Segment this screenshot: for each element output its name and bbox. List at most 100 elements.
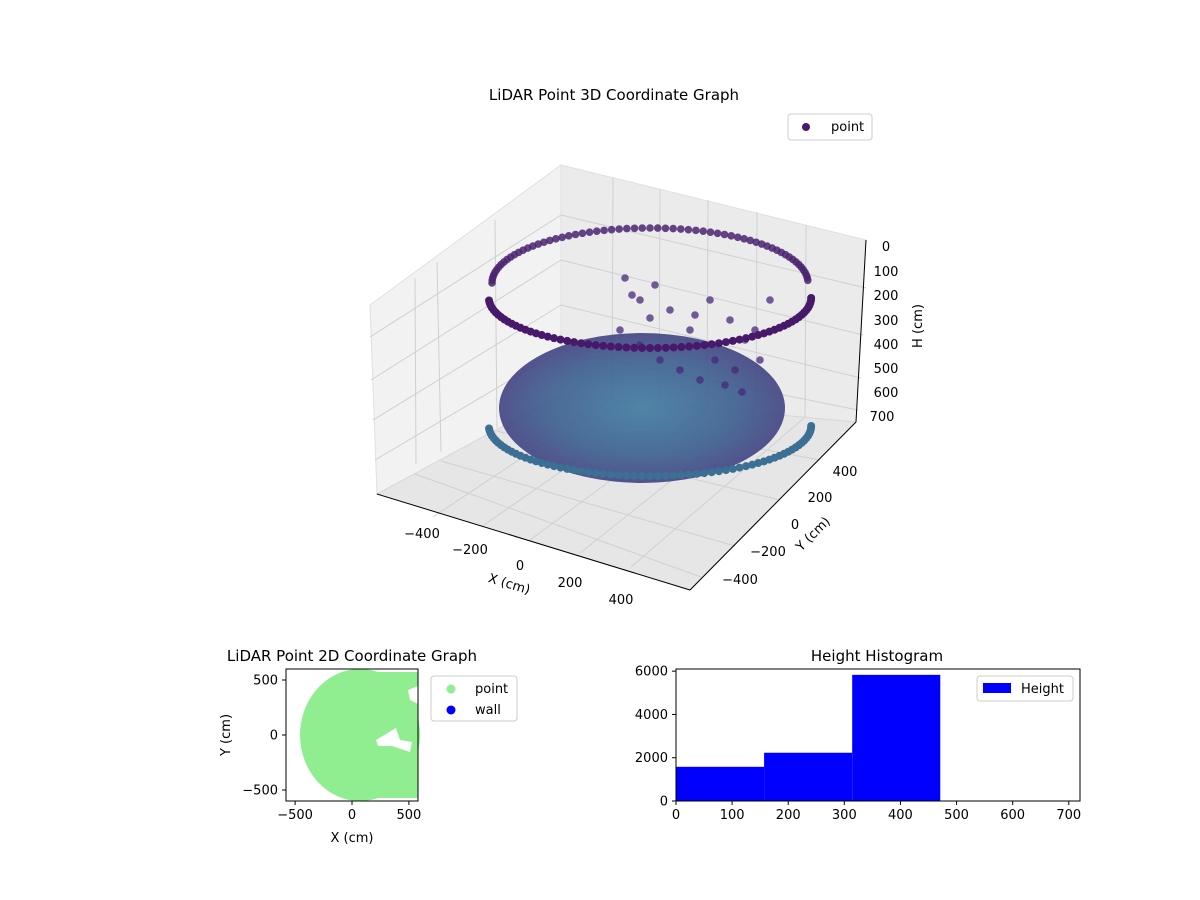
y-tick-label-hist: 0	[660, 795, 668, 810]
z-tick-label: 700	[870, 410, 895, 425]
point-cloud	[485, 224, 816, 483]
wall-point	[714, 467, 723, 476]
wall-point	[584, 340, 593, 349]
wall-point	[692, 226, 700, 235]
wall-point	[607, 225, 616, 234]
wall-point	[742, 334, 751, 343]
legend-2d: point wall	[430, 675, 518, 722]
wall-point	[707, 340, 716, 349]
wall-point	[592, 227, 601, 236]
wall-point	[571, 230, 580, 239]
wall-point	[661, 224, 670, 233]
chart-2d-title: LiDAR Point 2D Coordinate Graph	[227, 647, 477, 665]
wall-point	[563, 336, 572, 345]
wall-point	[748, 332, 757, 341]
y-tick-label: 200	[808, 491, 833, 506]
wall-point	[630, 224, 639, 233]
wall-point	[630, 471, 639, 480]
z-tick-labels-3d: 0 100 200 300 400 500 600 700	[870, 240, 899, 425]
wall-point	[485, 424, 494, 433]
interior-point	[616, 326, 624, 334]
z-tick-label: 100	[874, 265, 899, 280]
wall-point	[661, 471, 670, 480]
wall-point	[706, 228, 715, 236]
z-tick-label: 200	[874, 289, 899, 304]
ticks-2d: −500 0 500 −500 0 500	[242, 674, 421, 824]
x-tick-label-2d: 500	[396, 808, 421, 823]
wall-point	[804, 276, 812, 285]
scatter-cloud-2d	[300, 669, 420, 801]
room-gap	[408, 686, 418, 704]
y-tick-label: −200	[750, 545, 786, 560]
legend-marker-wall	[446, 705, 456, 715]
x-tick-label-hist: 200	[776, 808, 801, 823]
x-axis-label-2d: X (cm)	[331, 831, 374, 846]
interior-point	[691, 311, 699, 319]
histogram-bar	[852, 674, 941, 801]
x-tick-label-hist: 400	[888, 808, 913, 823]
interior-point	[636, 296, 644, 304]
legend-label-wall: wall	[475, 703, 501, 718]
x-tick-label-hist: 600	[1000, 808, 1025, 823]
histogram-title: Height Histogram	[811, 647, 943, 665]
wall-point	[727, 232, 736, 240]
interior-point	[686, 326, 694, 334]
wall-point	[728, 464, 737, 473]
wall-point	[684, 225, 693, 234]
wall-point	[600, 226, 608, 235]
wall-point	[549, 462, 558, 471]
wall-point	[622, 471, 631, 480]
x-tick-label: −200	[452, 543, 488, 558]
wall-point	[556, 463, 565, 472]
wall-point	[646, 224, 654, 232]
y-tick-label-2d: 500	[253, 674, 278, 689]
wall-point	[615, 225, 623, 233]
y-tick-label: −400	[722, 573, 758, 588]
wall-point	[685, 470, 694, 479]
chart-2d: LiDAR Point 2D Coordinate Graph −500 0 500…	[219, 647, 518, 846]
x-tick-label: 0	[516, 559, 524, 574]
wall-point	[614, 471, 623, 480]
interior-point	[621, 274, 629, 282]
z-tick-label: 0	[882, 240, 890, 255]
z-tick-label: 400	[874, 338, 899, 353]
wall-point	[740, 235, 748, 243]
y-tick-label-hist: 2000	[635, 751, 668, 766]
wall-point	[692, 341, 701, 350]
wall-point	[556, 335, 565, 344]
wall-point	[653, 224, 662, 232]
wall-point	[584, 468, 593, 477]
x-tick-label: −400	[404, 527, 440, 542]
wall-point	[622, 343, 631, 352]
wall-point	[699, 227, 708, 236]
wall-point	[685, 342, 694, 351]
wall-point	[728, 336, 737, 345]
x-tick-labels-3d: −400 −200 0 200 400	[404, 527, 633, 608]
axes-3d	[376, 239, 867, 591]
legend-marker-point	[446, 684, 456, 694]
x-tick-label-2d: 0	[348, 808, 356, 823]
y-tick-label: 400	[833, 465, 858, 480]
wall-point	[549, 334, 558, 343]
wall-point	[638, 224, 647, 232]
wall-point	[585, 228, 594, 236]
wall-point	[720, 230, 729, 239]
wall-point	[540, 238, 548, 247]
wall-point	[700, 469, 709, 478]
wall-point	[591, 341, 600, 350]
wall-point	[485, 296, 494, 305]
wall-point	[563, 464, 572, 473]
wall-point	[623, 224, 631, 233]
histogram-bar	[764, 752, 853, 801]
chart-3d: LiDAR Point 3D Coordinate Graph	[369, 86, 926, 608]
wall-point	[677, 225, 685, 233]
interior-point	[706, 296, 714, 304]
wall-point	[606, 342, 615, 351]
wall-point	[564, 232, 573, 240]
interior-point	[646, 314, 654, 322]
x-tick-label-hist: 0	[672, 808, 680, 823]
y-axis-label-2d: Y (cm)	[219, 714, 234, 757]
y-tick-labels-3d: −400 −200 0 200 400	[722, 465, 857, 588]
wall-point	[599, 341, 608, 350]
